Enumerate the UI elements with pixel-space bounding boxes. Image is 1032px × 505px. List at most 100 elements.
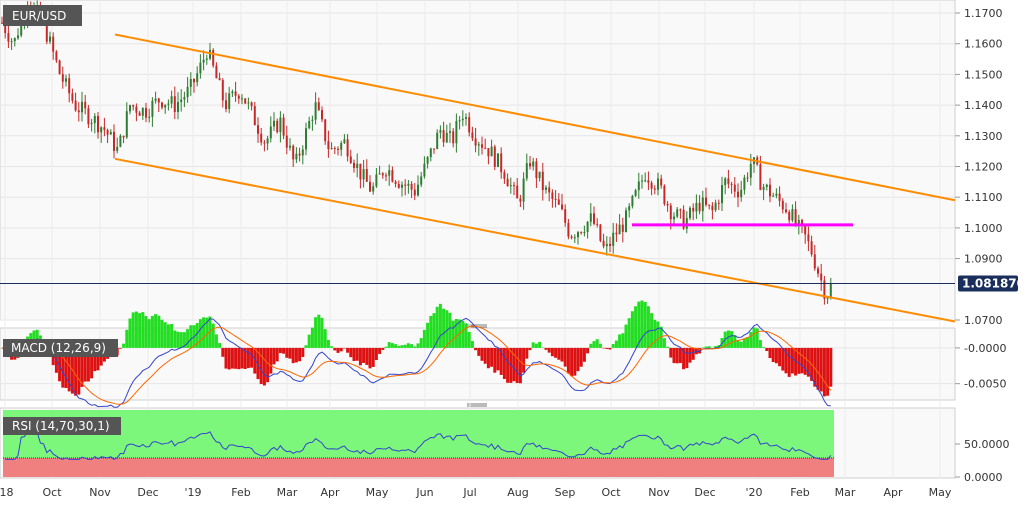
candle-body — [423, 163, 426, 177]
macd-histogram-bar — [752, 327, 756, 348]
candle-body — [353, 162, 355, 168]
time-tick-label: Oct — [42, 486, 62, 499]
macd-histogram-bar — [211, 323, 215, 348]
macd-histogram-bar — [662, 338, 666, 348]
macd-histogram-bar — [790, 347, 794, 374]
candle-body — [548, 187, 551, 193]
candle-body — [327, 141, 330, 150]
time-tick-label: Mar — [835, 486, 856, 499]
candle-body — [349, 156, 352, 163]
candle-body — [455, 120, 458, 144]
candle-body — [599, 224, 602, 241]
time-tick-label: May — [366, 486, 389, 499]
candle-body — [500, 153, 503, 173]
time-tick-label: Sep — [555, 486, 576, 499]
candle-body — [337, 148, 339, 150]
candle-body — [708, 204, 711, 206]
candle-body — [180, 99, 183, 103]
rsi-tag[interactable] — [3, 417, 121, 435]
candle-body — [372, 186, 375, 192]
macd-histogram-bar — [330, 346, 334, 348]
candle-body — [154, 98, 157, 101]
macd-histogram-bar — [224, 347, 228, 369]
macd-line — [1, 317, 831, 408]
macd-histogram-bar — [410, 344, 414, 348]
candle-body — [669, 205, 672, 220]
candle-body — [458, 120, 461, 122]
macd-histogram-bar — [221, 347, 225, 357]
candle-body — [641, 180, 643, 182]
macd-histogram-bar — [742, 338, 746, 348]
candle-body — [292, 145, 295, 160]
macd-histogram-bar — [138, 313, 142, 348]
candle-body — [647, 180, 650, 183]
rsi-line — [5, 431, 832, 460]
candle-body — [177, 102, 179, 113]
candle-body — [55, 51, 58, 61]
macd-histogram-bar — [803, 347, 807, 375]
candle-body — [452, 131, 455, 144]
macd-histogram-bar — [576, 347, 580, 372]
candle-body — [215, 65, 218, 79]
candle-body — [45, 20, 48, 42]
candle-body — [266, 138, 269, 144]
price-tick-label: 1.1300 — [964, 130, 1003, 143]
macd-histogram-bar — [566, 347, 570, 374]
symbol-tag[interactable] — [3, 5, 82, 26]
macd-histogram-bar — [275, 347, 279, 362]
time-gridlines — [4, 0, 941, 478]
macd-histogram-bar — [499, 347, 503, 375]
candle-body — [340, 142, 343, 150]
macd-histogram-bar — [755, 328, 759, 348]
candle-body — [481, 144, 483, 148]
candle-body — [823, 280, 826, 299]
macd-histogram-bar — [634, 306, 638, 348]
macd-histogram-bar — [406, 343, 410, 348]
candle-body — [106, 129, 109, 135]
macd-tag[interactable] — [3, 339, 118, 357]
candle-body — [612, 232, 615, 246]
macd-histogram-bar — [352, 347, 356, 361]
time-tick-label: '20 — [745, 486, 762, 499]
macd-histogram-bar — [86, 347, 90, 382]
macd-histogram-bar — [826, 347, 830, 396]
macd-histogram-bar — [749, 331, 753, 348]
candle-body — [244, 98, 247, 104]
macd-histogram-bar — [762, 347, 766, 348]
macd-histogram-bar — [134, 311, 138, 348]
candle-body — [388, 170, 391, 176]
candle-body — [257, 125, 259, 134]
candle-body — [788, 212, 791, 221]
macd-histogram-bar — [736, 340, 740, 348]
macd-histogram-bar — [301, 347, 305, 357]
candle-body — [733, 184, 736, 192]
candle-body — [583, 231, 586, 233]
candle-body — [551, 192, 554, 200]
macd-histogram-bar — [602, 347, 606, 349]
macd-histogram-bar — [186, 329, 190, 348]
macd-histogram-bar — [608, 347, 612, 350]
macd-histogram-bar — [80, 347, 84, 387]
price-pane[interactable] — [0, 0, 956, 321]
candle-body — [487, 148, 490, 157]
candle-body — [138, 112, 141, 116]
macd-histogram-bar — [384, 346, 388, 348]
macd-histogram-bar — [272, 347, 276, 365]
macd-histogram-bar — [563, 347, 567, 367]
macd-histogram-bar — [554, 347, 558, 358]
macd-histogram-bar — [672, 347, 676, 364]
candle-body — [737, 191, 739, 198]
candle-body — [445, 132, 448, 143]
macd-histogram-bar — [592, 341, 596, 348]
macd-histogram-bar — [464, 323, 468, 348]
macd-histogram-bar — [595, 339, 599, 348]
macd-histogram-bar — [150, 315, 154, 348]
candle-body — [759, 164, 762, 190]
macd-histogram-bar — [630, 311, 634, 348]
candle-body — [343, 139, 346, 143]
candle-body — [561, 204, 563, 210]
macd-histogram-bar — [64, 347, 68, 388]
candle-body — [535, 161, 538, 179]
candle-body — [132, 105, 135, 107]
